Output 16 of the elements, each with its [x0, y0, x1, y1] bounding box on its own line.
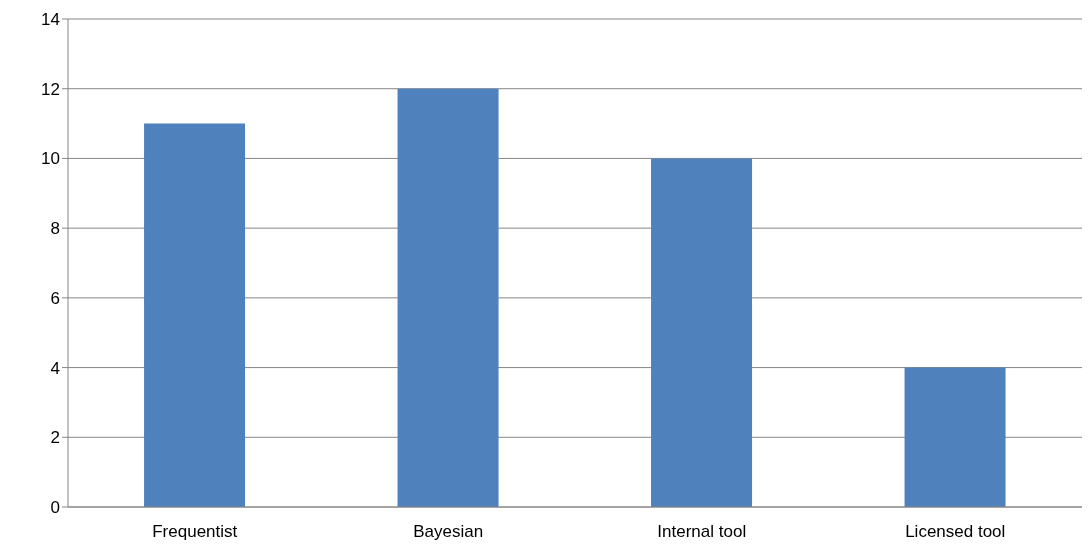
x-tick-label: Frequentist: [152, 522, 238, 542]
y-tick-label: 4: [50, 358, 60, 378]
y-tick-label: 6: [50, 288, 60, 308]
y-tick-label: 2: [50, 428, 60, 448]
x-tick-label: Internal tool: [657, 522, 747, 542]
bar: [904, 367, 1006, 507]
y-tick-label: 12: [41, 79, 60, 99]
x-tick-label: Bayesian: [413, 522, 484, 542]
y-tick-label: 14: [41, 10, 60, 30]
x-tick-label: Licensed tool: [905, 522, 1006, 542]
y-tick-label: 10: [41, 149, 60, 169]
bar: [397, 88, 499, 507]
y-tick-label: 0: [50, 498, 60, 518]
bar: [651, 158, 753, 507]
bar: [144, 123, 246, 507]
y-tick-label: 8: [50, 219, 60, 239]
